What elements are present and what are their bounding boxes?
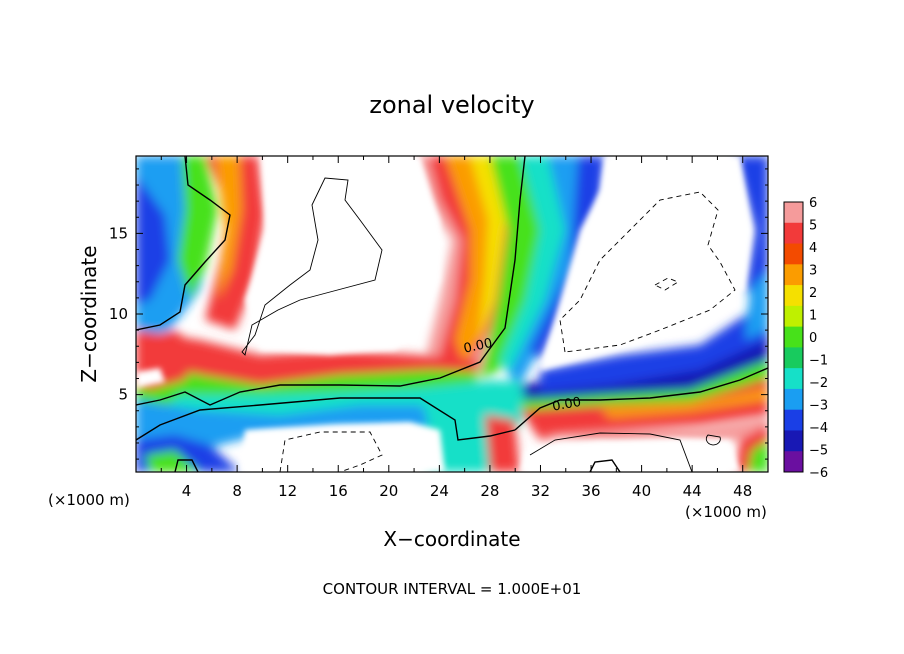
y-axis-ticks: 5 10 15 xyxy=(109,168,768,460)
blank-left-spot xyxy=(136,368,165,388)
field-left-blue xyxy=(136,175,170,305)
colorbar-tick-label: −3 xyxy=(809,399,828,414)
velocity-field xyxy=(136,156,768,472)
field-plume-cyan xyxy=(500,156,580,380)
colorbar-tick-label: −4 xyxy=(809,421,828,436)
colorbar-tick-label: 4 xyxy=(809,241,817,256)
field-plume-yellow xyxy=(470,156,510,345)
x-tick-label: 36 xyxy=(581,482,600,500)
colorbar-tick-label: −1 xyxy=(809,354,828,369)
colorbar-swatch xyxy=(784,285,803,307)
blank-regions xyxy=(136,156,752,472)
contour-zero-bottom xyxy=(174,459,199,472)
x-tick-label: 44 xyxy=(683,482,702,500)
colorbar-swatch xyxy=(784,347,803,369)
contour-positive-dot xyxy=(705,434,721,446)
y-tick-label: 5 xyxy=(118,386,128,404)
colorbar-swatch xyxy=(784,202,803,224)
colorbar-tick-label: −6 xyxy=(809,466,828,481)
field-left-green xyxy=(178,156,218,300)
colorbar-swatch xyxy=(784,451,803,473)
colorbar-tick-label: −2 xyxy=(809,376,828,391)
contour-zero-main xyxy=(136,156,231,331)
field-left-orange xyxy=(215,156,242,300)
x-tick-label: 40 xyxy=(632,482,651,500)
field-right-pink xyxy=(540,418,768,445)
field-right-corner-cyan xyxy=(745,270,768,340)
contour-zero-dip xyxy=(589,459,621,472)
colorbar-swatch xyxy=(784,368,803,390)
x-tick-label: 28 xyxy=(480,482,499,500)
colorbar-tick-label: 6 xyxy=(809,196,817,211)
field-right-corner xyxy=(735,156,768,300)
x-unit-right: (×1000 m) xyxy=(685,503,767,521)
contour-zero-band xyxy=(136,156,526,406)
colorbar-tick-label: 0 xyxy=(809,331,817,346)
colorbar-tick-label: −5 xyxy=(809,444,828,459)
colorbar-tick-label: 1 xyxy=(809,309,817,324)
contour-interval-note: CONTOUR INTERVAL = 1.000E+01 xyxy=(323,580,582,598)
y-axis-label: Z−coordinate xyxy=(77,245,101,382)
y-tick-label: 15 xyxy=(109,224,128,242)
x-axis-ticks: 4 8 12 16 20 24 28 32 36 40 44 48 xyxy=(160,156,752,500)
x-tick-label: 24 xyxy=(430,482,449,500)
contour-thin-lines xyxy=(241,177,721,472)
field-bottom-right-green xyxy=(748,440,768,472)
plot-area: 0.00 0.00 xyxy=(136,156,768,472)
colorbar-swatch xyxy=(784,305,803,328)
contour-positive-upper xyxy=(241,177,383,356)
x-tick-label: 4 xyxy=(182,482,192,500)
colorbar-tick-label: 2 xyxy=(809,286,817,301)
field-plume-navy xyxy=(530,156,605,360)
chart-title: zonal velocity xyxy=(369,91,534,119)
blank-lower-mid xyxy=(240,422,445,472)
x-tick-label: 32 xyxy=(531,482,550,500)
x-tick-label: 20 xyxy=(379,482,398,500)
contour-negative-lower xyxy=(279,431,383,472)
colorbar-swatch xyxy=(784,264,803,286)
colorbar-swatch xyxy=(784,430,803,452)
contour-negative-lines xyxy=(279,191,736,472)
blank-upper-right xyxy=(540,156,752,370)
x-tick-label: 12 xyxy=(278,482,297,500)
colorbar-swatch xyxy=(784,222,803,245)
colorbar-tick-label: 5 xyxy=(809,219,817,234)
x-tick-label: 8 xyxy=(232,482,242,500)
x-tick-label: 16 xyxy=(329,482,348,500)
contour-negative-upper xyxy=(559,191,736,353)
contour-label-2: 0.00 xyxy=(551,395,582,415)
x-tick-label: 48 xyxy=(733,482,752,500)
field-column-red xyxy=(485,415,520,472)
contour-label-1: 0.00 xyxy=(462,336,493,357)
y-tick-label: 10 xyxy=(109,305,128,323)
contour-zero-right xyxy=(514,367,768,431)
field-right-blue xyxy=(540,300,768,392)
contour-lines xyxy=(136,156,768,472)
x-unit-left: (×1000 m) xyxy=(48,491,130,509)
colorbar: 6 5 4 3 2 1 0 −1 −2 −3 −4 −5 −6 xyxy=(783,196,828,481)
colorbar-frame xyxy=(783,201,804,473)
colorbar-swatch xyxy=(784,388,803,411)
colorbar-swatch xyxy=(784,243,803,265)
blank-upper-left xyxy=(245,156,440,355)
contour-zero-lower xyxy=(136,397,516,441)
colorbar-swatch xyxy=(784,326,803,348)
contour-negative-small xyxy=(654,277,679,291)
blank-lower-right xyxy=(520,438,740,472)
field-right-green xyxy=(520,360,768,420)
contour-positive-lower xyxy=(529,432,693,472)
field-right-orange xyxy=(600,388,768,418)
colorbar-tick-label: 3 xyxy=(809,264,817,279)
colorbar-swatch xyxy=(784,409,803,431)
x-axis-label: X−coordinate xyxy=(383,527,520,551)
